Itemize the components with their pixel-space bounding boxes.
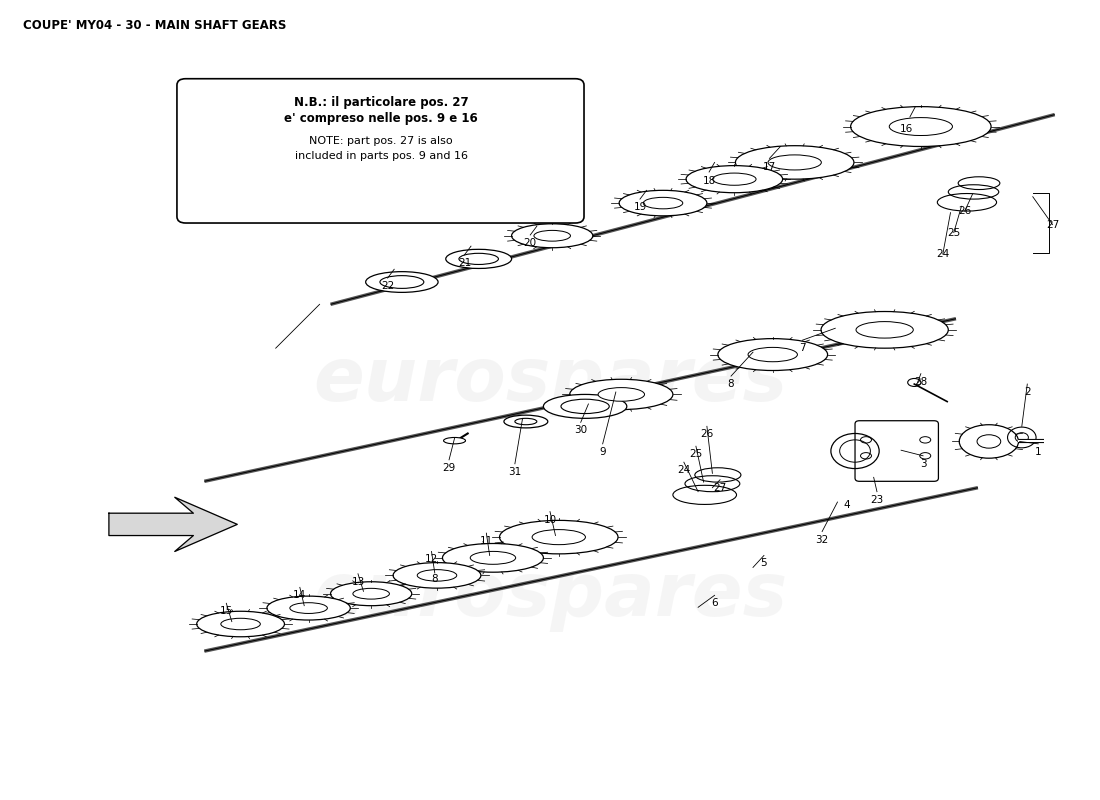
Ellipse shape xyxy=(713,173,756,186)
Ellipse shape xyxy=(856,322,913,338)
Text: 27: 27 xyxy=(714,482,727,493)
Text: 28: 28 xyxy=(914,377,927,386)
Text: 31: 31 xyxy=(508,466,521,477)
Text: 8: 8 xyxy=(431,574,438,584)
Ellipse shape xyxy=(821,311,948,348)
Text: 30: 30 xyxy=(574,426,587,435)
Ellipse shape xyxy=(515,418,537,425)
Text: 25: 25 xyxy=(947,227,960,238)
Text: 19: 19 xyxy=(634,202,647,212)
Text: 22: 22 xyxy=(381,281,394,291)
Ellipse shape xyxy=(543,394,627,418)
Text: 7: 7 xyxy=(799,343,805,353)
Text: 15: 15 xyxy=(220,606,233,616)
Ellipse shape xyxy=(443,438,465,444)
Text: 32: 32 xyxy=(815,534,828,545)
Ellipse shape xyxy=(267,596,350,620)
Text: 13: 13 xyxy=(351,577,364,586)
Text: 17: 17 xyxy=(762,162,777,172)
Ellipse shape xyxy=(718,338,827,370)
Ellipse shape xyxy=(446,250,512,269)
FancyBboxPatch shape xyxy=(855,421,938,482)
Text: 11: 11 xyxy=(480,536,493,546)
Ellipse shape xyxy=(197,611,285,637)
Ellipse shape xyxy=(353,588,389,599)
Ellipse shape xyxy=(417,570,456,581)
Ellipse shape xyxy=(534,230,571,241)
Ellipse shape xyxy=(504,415,548,428)
Ellipse shape xyxy=(570,379,673,410)
Ellipse shape xyxy=(977,434,1001,448)
Ellipse shape xyxy=(442,543,543,572)
Text: NOTE: part pos. 27 is also: NOTE: part pos. 27 is also xyxy=(309,136,453,146)
Text: eurospares: eurospares xyxy=(312,343,788,417)
Ellipse shape xyxy=(598,388,645,402)
Ellipse shape xyxy=(644,198,683,209)
Text: 25: 25 xyxy=(690,450,703,459)
Ellipse shape xyxy=(850,106,991,146)
Ellipse shape xyxy=(499,520,618,554)
Text: 3: 3 xyxy=(920,458,926,469)
Text: 8: 8 xyxy=(728,379,735,389)
Ellipse shape xyxy=(748,347,797,362)
FancyBboxPatch shape xyxy=(177,78,584,223)
Ellipse shape xyxy=(619,190,707,216)
Polygon shape xyxy=(109,498,238,551)
Ellipse shape xyxy=(768,155,822,170)
Text: 24: 24 xyxy=(936,249,949,259)
Text: 14: 14 xyxy=(294,590,307,600)
Ellipse shape xyxy=(561,399,609,414)
Ellipse shape xyxy=(959,425,1019,458)
Text: 16: 16 xyxy=(900,124,913,134)
Text: 21: 21 xyxy=(458,258,471,268)
Text: 20: 20 xyxy=(524,238,537,248)
Text: 24: 24 xyxy=(678,465,691,475)
Ellipse shape xyxy=(686,166,782,193)
Text: 4: 4 xyxy=(843,500,849,510)
Ellipse shape xyxy=(736,146,854,179)
Text: 12: 12 xyxy=(425,554,438,565)
Ellipse shape xyxy=(331,582,411,606)
Text: 10: 10 xyxy=(543,514,557,525)
Text: 5: 5 xyxy=(760,558,768,569)
Ellipse shape xyxy=(379,276,424,288)
Ellipse shape xyxy=(889,118,953,135)
Text: 2: 2 xyxy=(1024,387,1031,397)
Text: 26: 26 xyxy=(701,430,714,439)
Text: 6: 6 xyxy=(712,598,718,608)
Text: 9: 9 xyxy=(600,447,606,457)
Text: N.B.: il particolare pos. 27: N.B.: il particolare pos. 27 xyxy=(294,96,469,109)
Text: included in parts pos. 9 and 16: included in parts pos. 9 and 16 xyxy=(295,151,468,161)
Ellipse shape xyxy=(221,618,261,630)
Text: 18: 18 xyxy=(703,176,716,186)
Ellipse shape xyxy=(512,224,593,248)
Ellipse shape xyxy=(365,272,438,292)
Text: 27: 27 xyxy=(1046,220,1059,230)
Text: e' compreso nelle pos. 9 e 16: e' compreso nelle pos. 9 e 16 xyxy=(284,112,477,125)
Text: 29: 29 xyxy=(442,462,455,473)
Text: eurospares: eurospares xyxy=(312,559,788,632)
Text: 1: 1 xyxy=(1035,447,1042,457)
Ellipse shape xyxy=(459,254,498,265)
Ellipse shape xyxy=(289,602,328,614)
Ellipse shape xyxy=(470,551,516,564)
Text: 26: 26 xyxy=(958,206,971,216)
Ellipse shape xyxy=(393,562,481,588)
Text: 23: 23 xyxy=(870,494,883,505)
Text: COUPE' MY04 - 30 - MAIN SHAFT GEARS: COUPE' MY04 - 30 - MAIN SHAFT GEARS xyxy=(23,19,287,32)
Ellipse shape xyxy=(532,530,585,545)
